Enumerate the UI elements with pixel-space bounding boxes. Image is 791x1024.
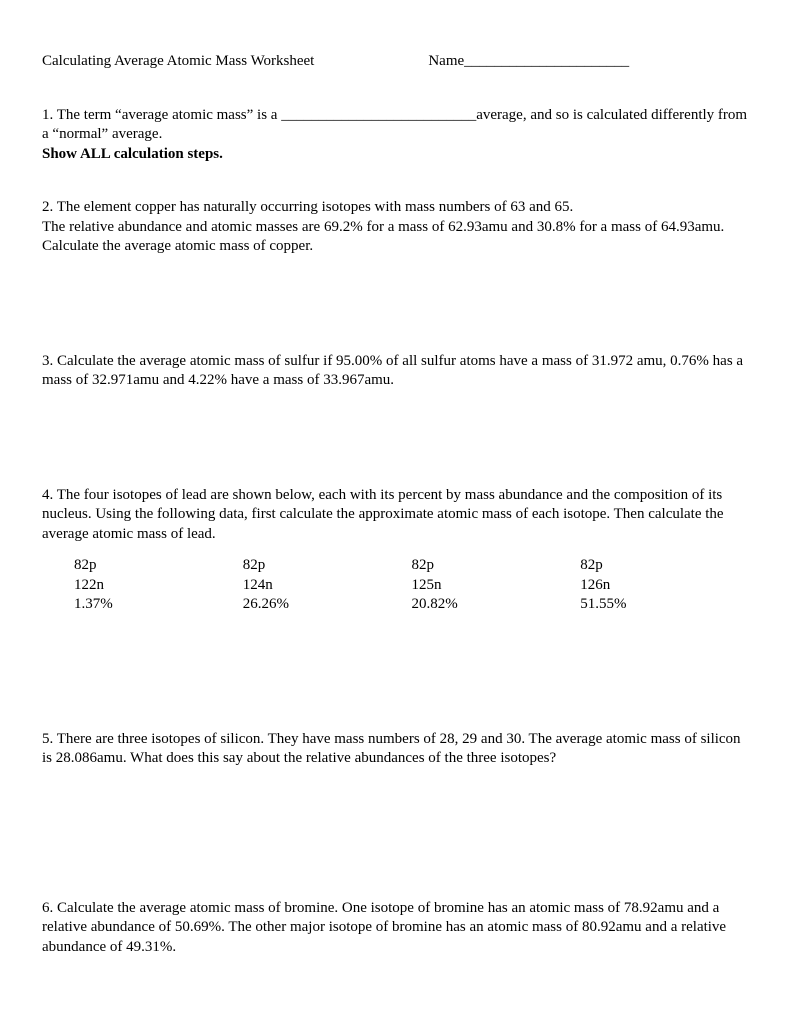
name-label: Name (428, 53, 464, 69)
isotope-protons: 82p (580, 556, 749, 576)
question-3: 3. Calculate the average atomic mass of … (42, 352, 749, 391)
q1-text: 1. The term “average atomic mass” is a _… (42, 106, 749, 145)
q6-text: 6. Calculate the average atomic mass of … (42, 899, 749, 958)
q3-text: 3. Calculate the average atomic mass of … (42, 352, 749, 391)
question-1: 1. The term “average atomic mass” is a _… (42, 106, 749, 165)
q1-instruction: Show ALL calculation steps. (42, 145, 749, 165)
isotope-abundance: 20.82% (412, 595, 581, 615)
isotope-protons: 82p (412, 556, 581, 576)
isotope-table: 82p 122n 1.37% 82p 124n 26.26% 82p 125n … (74, 556, 749, 615)
name-field: Name______________________ (428, 52, 629, 72)
isotope-neutrons: 126n (580, 576, 749, 596)
isotope-abundance: 26.26% (243, 595, 412, 615)
isotope-protons: 82p (243, 556, 412, 576)
worksheet-header: Calculating Average Atomic Mass Workshee… (42, 52, 749, 72)
isotope-col-1: 82p 122n 1.37% (74, 556, 243, 615)
question-2: 2. The element copper has naturally occu… (42, 198, 749, 257)
isotope-neutrons: 124n (243, 576, 412, 596)
isotope-abundance: 51.55% (580, 595, 749, 615)
isotope-col-4: 82p 126n 51.55% (580, 556, 749, 615)
q1-blank: __________________________ (281, 107, 476, 123)
isotope-col-2: 82p 124n 26.26% (243, 556, 412, 615)
question-6: 6. Calculate the average atomic mass of … (42, 899, 749, 958)
q4-text: 4. The four isotopes of lead are shown b… (42, 486, 749, 545)
isotope-col-3: 82p 125n 20.82% (412, 556, 581, 615)
q1-part1: 1. The term “average atomic mass” is a (42, 107, 281, 123)
question-5: 5. There are three isotopes of silicon. … (42, 730, 749, 769)
isotope-protons: 82p (74, 556, 243, 576)
isotope-neutrons: 125n (412, 576, 581, 596)
isotope-neutrons: 122n (74, 576, 243, 596)
question-4: 4. The four isotopes of lead are shown b… (42, 486, 749, 545)
q2-line2: The relative abundance and atomic masses… (42, 218, 749, 257)
isotope-abundance: 1.37% (74, 595, 243, 615)
q2-line1: 2. The element copper has naturally occu… (42, 198, 749, 218)
q5-text: 5. There are three isotopes of silicon. … (42, 730, 749, 769)
name-blank-line: ______________________ (464, 53, 629, 69)
worksheet-title: Calculating Average Atomic Mass Workshee… (42, 52, 314, 72)
